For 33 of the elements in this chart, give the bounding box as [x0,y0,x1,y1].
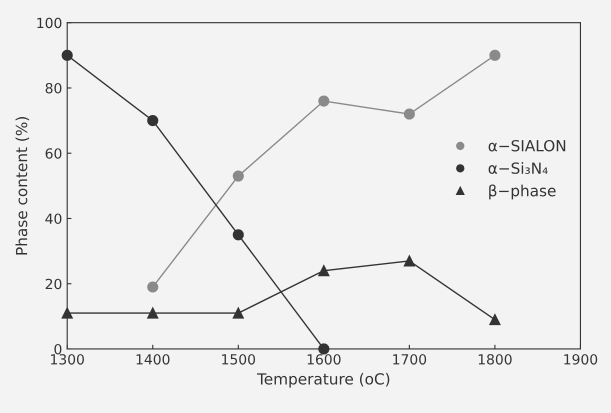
x-tick-label: 1500 [222,354,256,365]
x-tick-label: 1900 [564,354,598,365]
y-tick-label: 80 [46,82,62,94]
legend-label: α−Si₃N₄ [488,162,548,174]
point [147,308,158,319]
point [62,50,73,61]
point [62,308,73,319]
point [232,229,244,240]
x-tick-label: 1800 [478,354,512,365]
point [147,115,158,126]
legend-label: β−phase [489,184,556,200]
y-tick-label: 0 [54,344,62,354]
x-tick-label: 1300 [51,354,84,365]
y-tick-label: 40 [45,213,62,224]
legend-label: α−SIALON [488,140,566,152]
x-axis-title: Temperature (oC) [257,372,390,388]
point [147,281,158,293]
point [489,50,500,61]
x-tick-label: 1600 [308,354,341,365]
point [232,170,244,182]
point [318,95,330,107]
y-axis-title: Phase content (%) [15,117,30,254]
point [489,314,500,326]
y-tick-label: 20 [46,278,62,290]
y-tick-label: 100 [37,18,62,28]
point [404,255,415,266]
x-tick-label: 1700 [393,354,426,365]
point [318,265,330,276]
y-tick-label: 60 [46,148,62,159]
point [404,108,415,120]
point [318,343,330,355]
x-tick-label: 1400 [136,354,170,365]
point [232,308,244,319]
